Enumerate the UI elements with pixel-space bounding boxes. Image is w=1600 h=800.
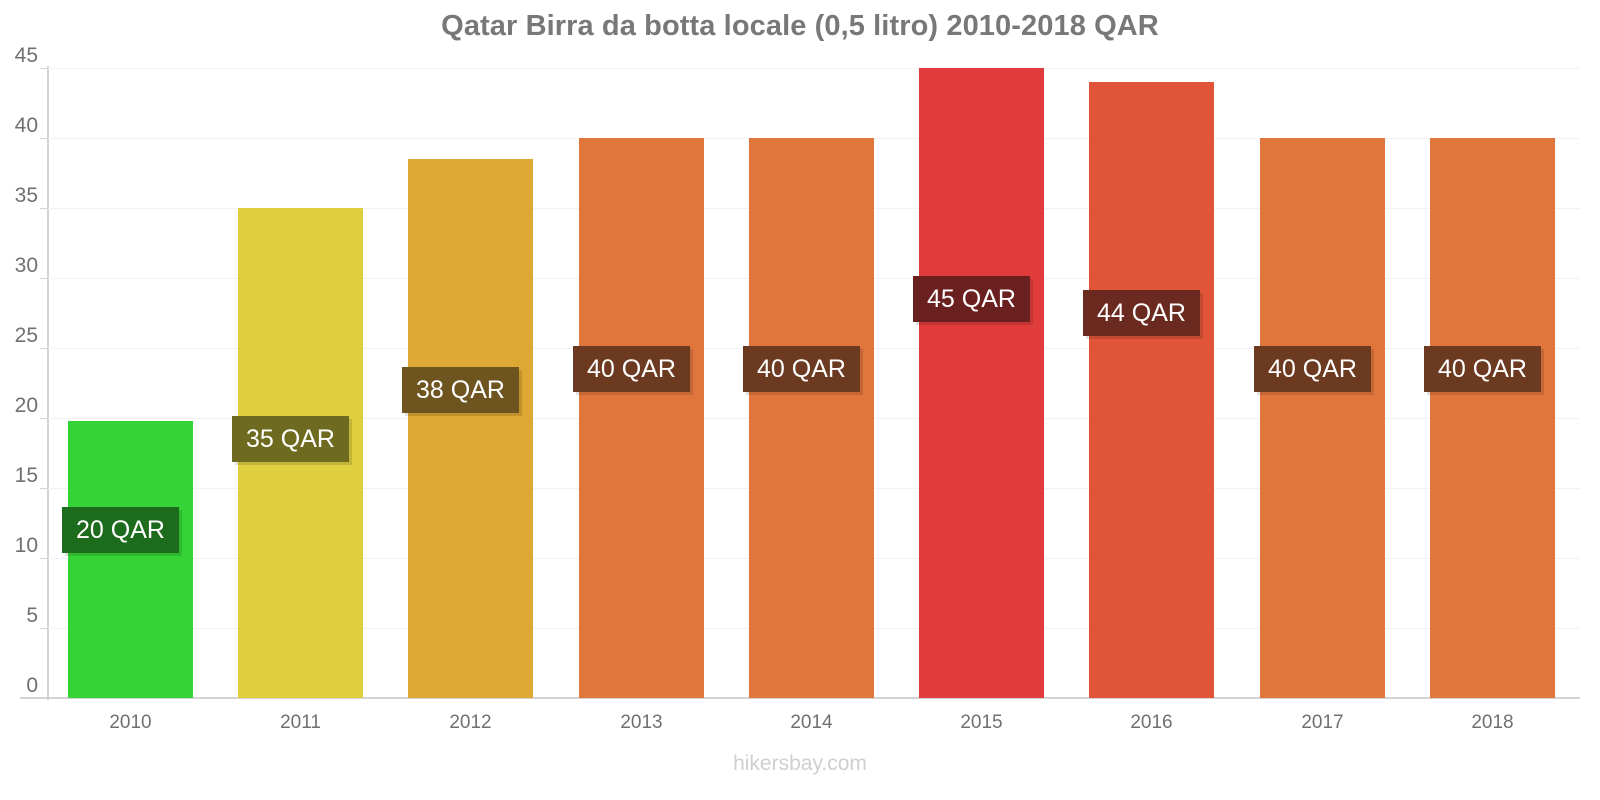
y-axis-tick-label: 15	[14, 464, 38, 487]
y-tick-mark	[40, 68, 48, 69]
bar-value-label: 45 QAR	[913, 276, 1030, 322]
y-axis-tick-label: 40	[14, 114, 38, 137]
bar-value-label: 20 QAR	[62, 507, 179, 553]
x-axis-tick-label: 2015	[960, 712, 1003, 733]
bar-value-label: 44 QAR	[1083, 290, 1200, 336]
y-tick-mark	[40, 488, 48, 489]
bar[interactable]	[579, 138, 704, 698]
x-axis-tick-label: 2013	[620, 712, 663, 733]
y-axis-tick-label: 30	[14, 254, 38, 277]
x-axis-tick-label: 2012	[449, 712, 492, 733]
bar[interactable]	[1430, 138, 1555, 698]
x-axis-tick-label: 2010	[109, 712, 152, 733]
plot-area: 0 5 10 15 20 25 30 35 40 45 20 QAR 35 QAR 38 QAR 40 Q…	[15, 44, 1580, 699]
footer-credit: hikersbay.com	[733, 752, 867, 775]
bar-value-label: 40 QAR	[1254, 346, 1371, 392]
x-axis-tick-label: 2011	[280, 712, 321, 733]
bar-value-label: 40 QAR	[1424, 346, 1541, 392]
bar[interactable]	[749, 138, 874, 698]
bar[interactable]	[408, 159, 533, 698]
y-tick-mark	[40, 558, 48, 559]
bar-value-label: 38 QAR	[402, 367, 519, 413]
y-axis-line	[47, 66, 49, 700]
y-tick-mark	[40, 698, 48, 699]
bar[interactable]	[68, 420, 193, 698]
x-axis-tick-label: 2016	[1130, 712, 1173, 733]
x-axis-line	[20, 697, 1580, 699]
y-axis-tick-label: 25	[14, 324, 38, 347]
bar-value-label: 40 QAR	[573, 346, 690, 392]
bar[interactable]	[1089, 82, 1214, 698]
bar-value-label: 40 QAR	[743, 346, 860, 392]
gridline	[48, 68, 1580, 69]
y-axis-tick-label: 20	[14, 394, 38, 417]
y-axis-tick-label: 35	[14, 184, 38, 207]
y-tick-mark	[40, 138, 48, 139]
y-axis-tick-label: 10	[14, 534, 38, 557]
y-tick-mark	[40, 418, 48, 419]
y-tick-mark	[40, 628, 48, 629]
y-axis-tick-label: 0	[26, 674, 38, 697]
bar-value-label: 35 QAR	[232, 416, 349, 462]
y-tick-mark	[40, 278, 48, 279]
x-axis-tick-label: 2018	[1471, 712, 1514, 733]
chart-title: Qatar Birra da botta locale (0,5 litro) …	[441, 10, 1159, 42]
bar[interactable]	[919, 68, 1044, 698]
x-axis-tick-label: 2017	[1301, 712, 1344, 733]
y-axis-tick-label: 5	[26, 604, 38, 627]
x-axis-tick-label: 2014	[790, 712, 833, 733]
y-tick-mark	[40, 348, 48, 349]
y-axis-tick-label: 45	[14, 44, 38, 67]
bar[interactable]	[1260, 138, 1385, 698]
y-tick-mark	[40, 208, 48, 209]
